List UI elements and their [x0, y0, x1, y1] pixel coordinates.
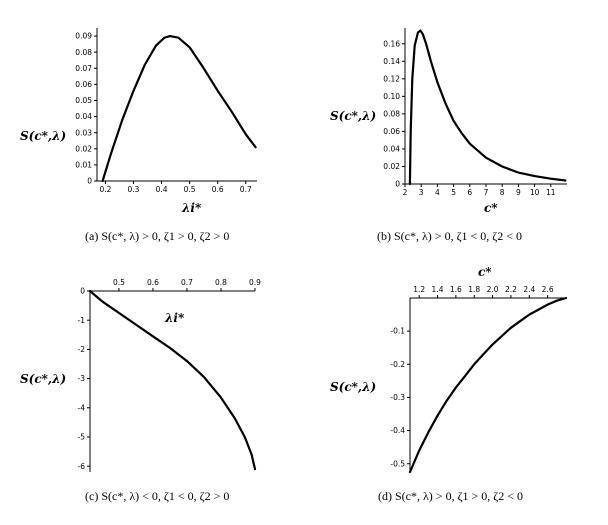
y-tick-label-0p02: 0.02 [75, 144, 92, 153]
chart-panel-0: 0 0.01 0.02 0.03 0.04 0.05 0.06 0.07 0.08 0.09 0.2… [20, 28, 257, 243]
x-axis-label: c* [484, 201, 498, 215]
x-tick-label-1p4: 1.4 [432, 285, 444, 294]
y-tick-label-0p02: 0.02 [383, 162, 400, 171]
y-tick-label-0p06: 0.06 [383, 127, 400, 136]
y-tick-label-0p16: 0.16 [383, 39, 400, 48]
x-tick-label-3: 3 [419, 188, 424, 197]
x-axis-label: c* [478, 265, 492, 279]
x-tick-label-9: 9 [516, 188, 521, 197]
y-tick-label-0p08: 0.08 [383, 109, 400, 118]
y-axis-label: S(c*,λ) [20, 129, 66, 143]
y-tick-label-0: 0 [87, 177, 92, 186]
series-line-0 [408, 296, 568, 474]
y-tick-label-0p04: 0.04 [383, 145, 400, 154]
x-tick-label-1p2: 1.2 [413, 285, 425, 294]
x-tick-label-2: 2.0 [487, 285, 499, 294]
y-tick-label-m2: -2 [78, 345, 86, 354]
x-tick-label-0p2: 0.2 [99, 185, 111, 194]
x-tick-label-0p5: 0.5 [184, 185, 196, 194]
x-axis-label: λi* [164, 311, 185, 325]
y-axis-label: S(c*,λ) [330, 109, 376, 123]
panel-caption: (a) S(c*, λ) > 0, ζ1 > 0, ζ2 > 0 [85, 229, 229, 243]
chart-panel-1: 0 0.02 0.04 0.06 0.08 0.10 0.12 0.14 0.16 2 3 4 5 6 7 8… [330, 28, 567, 243]
x-axis-label: λi* [181, 201, 202, 215]
y-tick-label-m4: -4 [78, 403, 86, 412]
x-tick-label-0p6: 0.6 [212, 185, 224, 194]
y-tick-label-m0p1: -0.1 [390, 327, 405, 336]
x-tick-label-0p4: 0.4 [156, 185, 168, 194]
x-tick-label-2: 2 [403, 188, 408, 197]
y-tick-label-0: 0 [395, 180, 400, 189]
x-tick-label-1p6: 1.6 [450, 285, 462, 294]
x-tick-label-10: 10 [530, 188, 540, 197]
y-tick-label-m3: -3 [78, 374, 86, 383]
y-tick-label-m0p4: -0.4 [390, 426, 405, 435]
x-tick-label-4: 4 [435, 188, 440, 197]
y-tick-label-0: 0 [80, 287, 85, 296]
y-tick-label-m1: -1 [78, 316, 86, 325]
x-tick-label-2p6: 2.6 [542, 285, 554, 294]
x-tick-label-0p6: 0.6 [147, 278, 159, 287]
series-line-0 [88, 289, 257, 471]
x-tick-label-0p9: 0.9 [249, 278, 261, 287]
y-tick-label-0p03: 0.03 [75, 128, 92, 137]
chart-panel-3: -0.1 -0.2 -0.3 -0.4 -0.5 1.2 1.4 1.6 1.8 2.0 2.2 2.… [330, 265, 568, 503]
y-axis-label: S(c*,λ) [20, 372, 66, 386]
x-tick-label-11: 11 [546, 188, 556, 197]
y-tick-label-0p01: 0.01 [75, 160, 92, 169]
panel-caption: (c) S(c*, λ) < 0, ζ1 < 0, ζ2 > 0 [85, 489, 229, 503]
y-axis-label: S(c*,λ) [330, 380, 376, 394]
x-tick-label-7: 7 [484, 188, 489, 197]
series-line-0 [408, 29, 567, 186]
y-tick-label-0p1: 0.10 [383, 92, 400, 101]
chart-panel-2: 0 -1 -2 -3 -4 -5 -6 0.5 0.6 0.7 0.8 0.9 S(c*,λ) λi* (c… [20, 278, 261, 503]
x-tick-label-5: 5 [451, 188, 456, 197]
x-tick-label-1p8: 1.8 [468, 285, 480, 294]
y-tick-label-0p05: 0.05 [75, 96, 92, 105]
series-line-0 [101, 35, 257, 183]
x-tick-label-0p5: 0.5 [113, 278, 125, 287]
y-tick-label-m0p3: -0.3 [390, 393, 405, 402]
y-tick-label-0p04: 0.04 [75, 112, 92, 121]
x-tick-label-6: 6 [467, 188, 472, 197]
y-tick-label-m6: -6 [78, 462, 86, 471]
y-tick-label-0p07: 0.07 [75, 64, 92, 73]
y-tick-label-0p14: 0.14 [383, 57, 400, 66]
x-tick-label-8: 8 [500, 188, 505, 197]
y-tick-label-0p06: 0.06 [75, 80, 92, 89]
panel-caption: (b) S(c*, λ) > 0, ζ1 < 0, ζ2 < 0 [377, 229, 522, 243]
x-tick-label-0p3: 0.3 [128, 185, 140, 194]
x-tick-label-0p7: 0.7 [181, 278, 193, 287]
x-tick-label-2p2: 2.2 [505, 285, 517, 294]
y-tick-label-m5: -5 [78, 433, 86, 442]
panel-caption: (d) S(c*, λ) > 0, ζ1 > 0, ζ2 < 0 [378, 489, 523, 503]
x-tick-label-0p7: 0.7 [240, 185, 252, 194]
x-tick-label-0p8: 0.8 [215, 278, 227, 287]
y-tick-label-m0p5: -0.5 [390, 459, 405, 468]
x-tick-label-2p4: 2.4 [523, 285, 535, 294]
y-tick-label-0p12: 0.12 [383, 74, 400, 83]
y-tick-label-m0p2: -0.2 [390, 360, 405, 369]
y-tick-label-0p08: 0.08 [75, 48, 92, 57]
y-tick-label-0p09: 0.09 [75, 32, 92, 41]
